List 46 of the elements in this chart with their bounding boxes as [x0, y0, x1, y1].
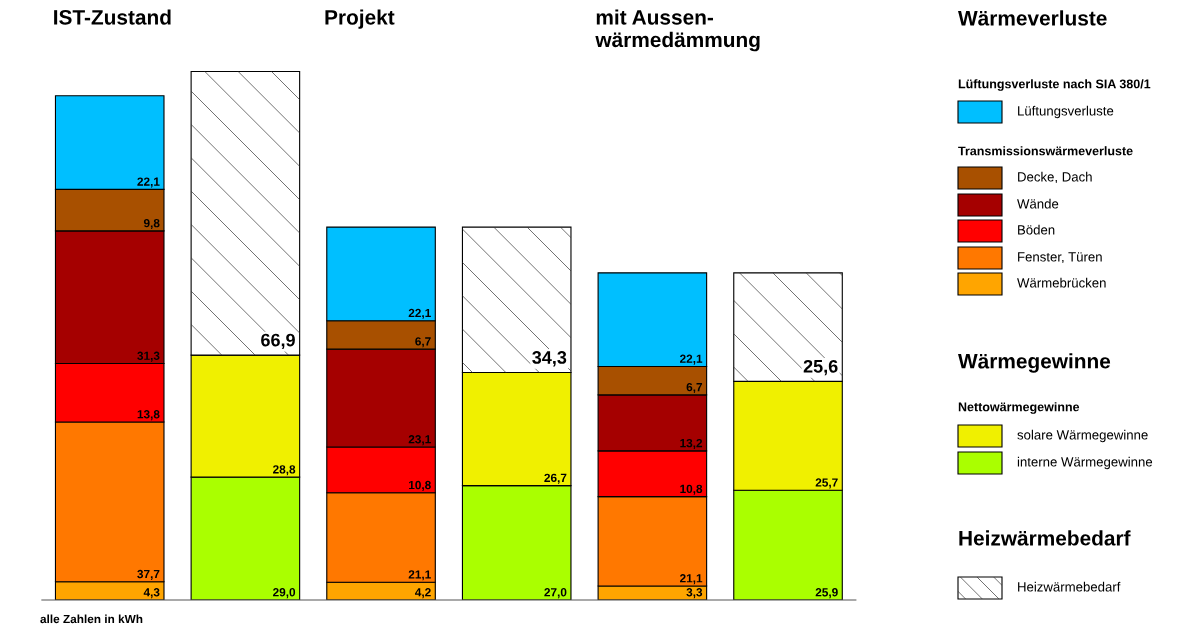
- data-label: 10,8: [680, 484, 703, 495]
- legend-label: solare Wärmegewinne: [1017, 429, 1148, 443]
- data-label: 27,0: [544, 588, 567, 599]
- legend-label: Fenster, Türen: [1018, 252, 1102, 264]
- data-label: 34,3: [532, 351, 567, 367]
- text: Wärmegewinne: [958, 353, 1111, 373]
- data-label: 22,1: [408, 308, 431, 319]
- data-label: 6,7: [686, 382, 703, 394]
- data-label: 25,7: [815, 478, 838, 489]
- data-label: 21,1: [679, 574, 703, 585]
- data-label: 25,9: [815, 588, 838, 599]
- legend-label: Heizwärmebedarf: [1018, 581, 1121, 592]
- text: Wärmeverluste: [958, 10, 1107, 26]
- data-label: 66,9: [261, 333, 295, 350]
- data-label: 6,7: [415, 337, 431, 348]
- text: Transmissionswärmeverluste: [958, 146, 1133, 156]
- data-label: 31,3: [137, 351, 160, 362]
- data-label: 26,7: [544, 473, 567, 484]
- data-label: 22,1: [679, 354, 703, 365]
- text: Heizwärmebedarf: [959, 530, 1131, 546]
- legend-label: Wände: [1017, 198, 1059, 209]
- x-tick-label: Projekt: [325, 9, 395, 29]
- data-label: 3,3: [686, 588, 703, 599]
- text: alle Zahlen in kWh: [40, 614, 143, 624]
- legend-label: Böden: [1018, 224, 1055, 235]
- legend-label: Wärmebrücken: [1017, 277, 1106, 288]
- legend-label: Lüftungsverluste: [1018, 105, 1114, 119]
- data-label: 9,8: [143, 218, 160, 230]
- data-label: 37,7: [137, 569, 160, 580]
- data-label: 13,2: [680, 438, 703, 449]
- x-tick-label: IST-Zustand: [54, 9, 171, 25]
- data-label: 4,2: [415, 588, 431, 599]
- data-label: 23,1: [408, 435, 431, 446]
- data-label: 13,8: [137, 410, 160, 421]
- x-tick-label: mit Aussen- wärmedämmung: [595, 9, 760, 52]
- data-label: 10,8: [409, 480, 431, 491]
- legend-label: Decke, Dach: [1018, 171, 1092, 184]
- text: Nettowärmegewinne: [958, 402, 1080, 414]
- text: Lüftungsverluste nach SIA 380/1: [958, 79, 1151, 91]
- data-label: 4,3: [143, 588, 160, 599]
- data-label: 25,6: [803, 359, 838, 376]
- data-label: 28,8: [273, 465, 296, 476]
- data-label: 29,0: [273, 588, 296, 599]
- data-label: 21,1: [408, 570, 431, 581]
- legend-label: interne Wärmegewinne: [1017, 456, 1153, 470]
- data-label: 22,1: [137, 177, 160, 188]
